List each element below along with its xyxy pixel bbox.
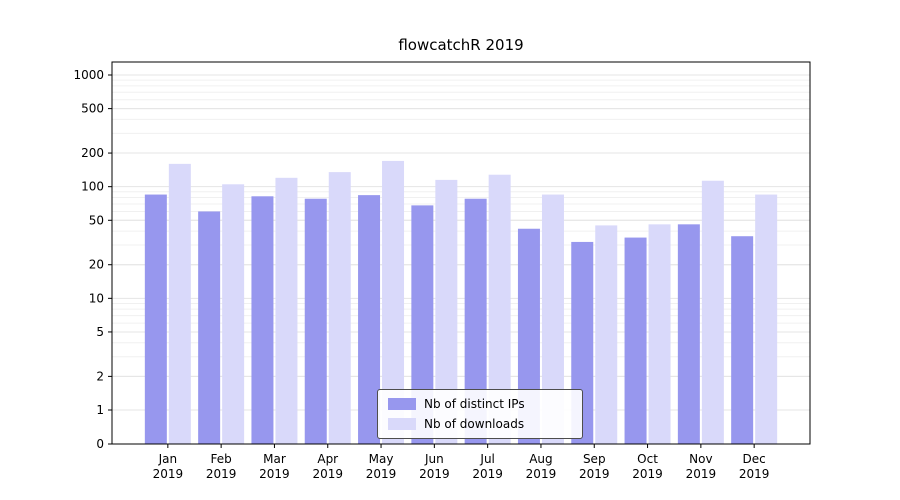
y-tick-label: 1 — [96, 403, 104, 417]
y-tick-label: 5 — [96, 325, 104, 339]
bar-distinct-ips-mar — [251, 196, 274, 444]
legend-item-downloads: Nb of downloads — [388, 417, 572, 431]
y-tick-label: 10 — [89, 291, 104, 305]
x-tick-label-month: Sep — [583, 452, 606, 466]
bar-downloads-jul — [488, 174, 511, 444]
bar-distinct-ips-jul — [464, 198, 487, 444]
x-tick-label-year: 2019 — [419, 467, 450, 481]
bar-distinct-ips-nov — [677, 224, 700, 444]
x-tick-label-month: Mar — [263, 452, 286, 466]
bar-downloads-dec — [755, 194, 778, 444]
x-tick-label-year: 2019 — [206, 467, 237, 481]
x-tick-label-month: Jul — [479, 452, 494, 466]
bar-downloads-jan — [168, 163, 191, 444]
bar-downloads-apr — [328, 172, 351, 444]
x-tick-label-month: Oct — [637, 452, 658, 466]
x-tick-label-month: May — [369, 452, 394, 466]
bar-distinct-ips-dec — [731, 236, 754, 444]
x-tick-label-month: Jun — [424, 452, 444, 466]
x-tick-label-year: 2019 — [632, 467, 663, 481]
legend-swatch-distinct-ips — [388, 398, 416, 410]
bar-downloads-mar — [275, 177, 298, 444]
x-tick-label-year: 2019 — [153, 467, 184, 481]
legend-item-distinct-ips: Nb of distinct IPs — [388, 397, 572, 411]
bar-distinct-ips-jun — [411, 205, 434, 444]
bar-distinct-ips-oct — [624, 237, 647, 444]
y-tick-label: 0 — [96, 437, 104, 451]
x-tick-label-year: 2019 — [366, 467, 397, 481]
bar-downloads-nov — [701, 180, 724, 445]
y-tick-label: 20 — [89, 258, 104, 272]
tick-labels: Jan2019Feb2019Mar2019Apr2019May2019Jun20… — [73, 68, 769, 481]
y-tick-label: 200 — [81, 146, 104, 160]
bar-downloads-jun — [435, 179, 458, 445]
y-tick-label: 500 — [81, 102, 104, 116]
bar-distinct-ips-may — [358, 195, 381, 444]
bar-distinct-ips-jan — [144, 194, 167, 444]
x-tick-label-year: 2019 — [739, 467, 770, 481]
x-tick-label-month: Apr — [317, 452, 338, 466]
bar-downloads-feb — [222, 184, 245, 444]
legend-swatch-downloads — [388, 418, 416, 430]
x-tick-label-year: 2019 — [579, 467, 610, 481]
x-tick-label-month: Nov — [689, 452, 712, 466]
x-tick-label-year: 2019 — [259, 467, 290, 481]
x-tick-label-month: Feb — [211, 452, 232, 466]
bar-downloads-oct — [648, 224, 671, 444]
x-tick-label-year: 2019 — [526, 467, 557, 481]
bar-downloads-sep — [595, 225, 618, 444]
bar-downloads-aug — [541, 194, 564, 444]
bar-downloads-may — [382, 160, 405, 444]
bar-distinct-ips-apr — [304, 198, 327, 444]
x-tick-label-year: 2019 — [312, 467, 343, 481]
x-tick-label-month: Jan — [158, 452, 178, 466]
y-tick-label: 50 — [89, 213, 104, 227]
bar-distinct-ips-feb — [198, 211, 221, 444]
plot-border — [111, 61, 811, 445]
y-tick-label: 1000 — [73, 68, 104, 82]
x-tick-label-month: Dec — [743, 452, 766, 466]
x-tick-label-year: 2019 — [472, 467, 503, 481]
legend-label-downloads: Nb of downloads — [424, 417, 525, 431]
chart-title: flowcatchR 2019 — [398, 36, 524, 54]
y-tick-label: 100 — [81, 180, 104, 194]
y-tick-label: 2 — [96, 369, 104, 383]
x-tick-label-year: 2019 — [686, 467, 717, 481]
axes — [108, 61, 811, 448]
x-tick-label-month: Aug — [529, 452, 552, 466]
legend: Nb of distinct IPs Nb of downloads — [377, 389, 583, 439]
legend-label-distinct-ips: Nb of distinct IPs — [424, 397, 525, 411]
